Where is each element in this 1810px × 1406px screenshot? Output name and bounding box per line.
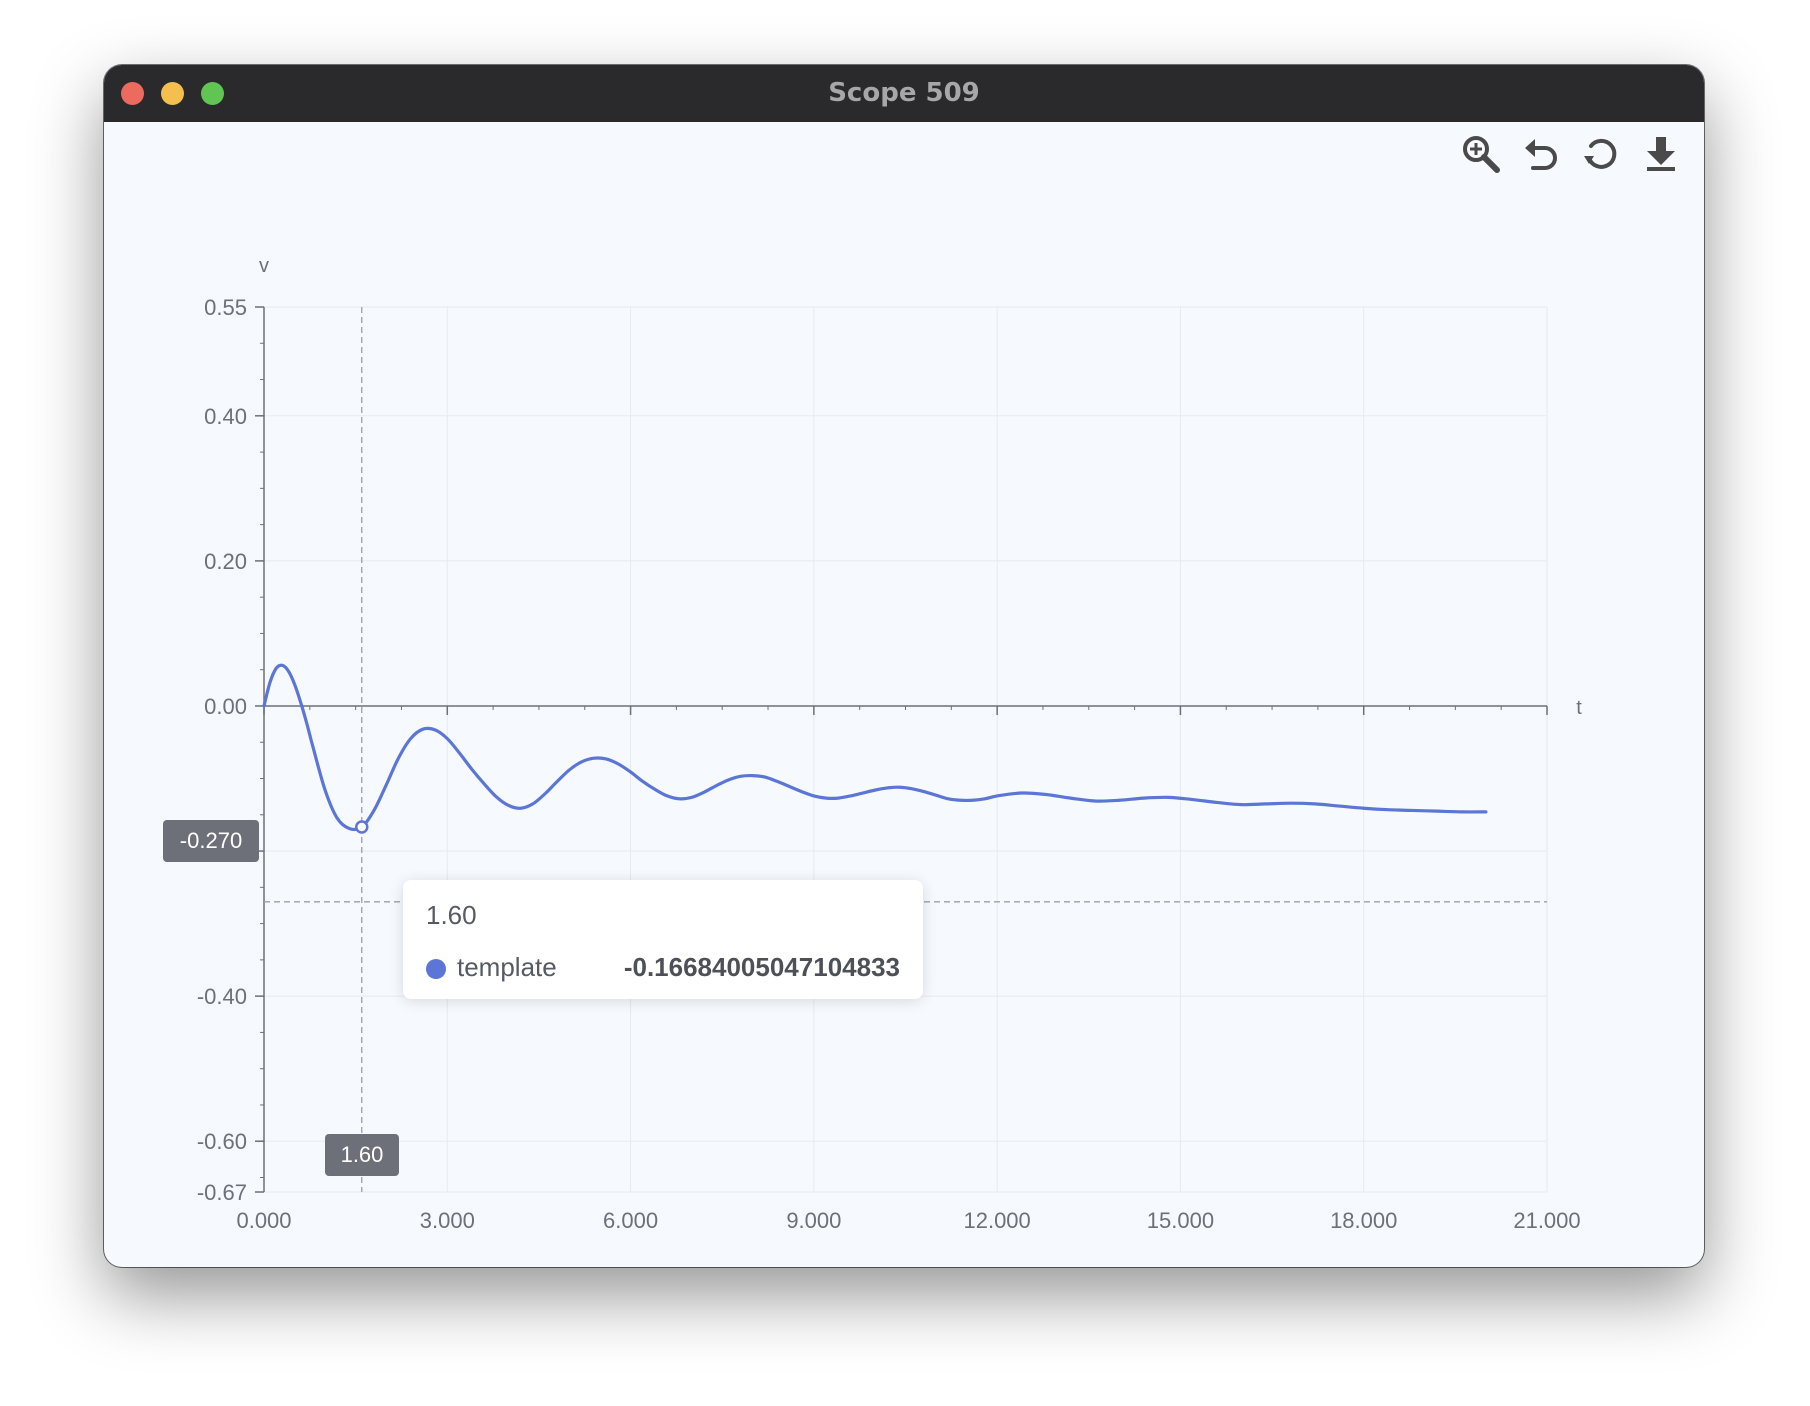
x-axis-name: t [1576,697,1582,719]
zoom-in-icon [1463,136,1500,173]
y-tick-label: -0.40 [197,984,247,1009]
close-button[interactable] [121,82,144,105]
y-tick-label: -0.60 [197,1129,247,1154]
undo-icon [1525,139,1557,170]
y-tick-label: 0.20 [204,549,247,574]
download-button[interactable] [1640,133,1682,175]
x-tick-label: 21.000 [1513,1208,1580,1233]
chart-toolbox [1460,133,1682,177]
x-tick-label: 18.000 [1330,1208,1397,1233]
title-bar: Scope 509 [104,65,1704,122]
highlight-point [355,820,369,834]
zoom-in-button[interactable] [1460,133,1502,175]
undo-button[interactable] [1520,133,1562,175]
x-tick-label: 0.000 [236,1208,291,1233]
tooltip-series-name: template [457,952,557,982]
app-window: Scope 509 [104,65,1704,1267]
x-tick-label: 12.000 [963,1208,1030,1233]
zoom-window-button[interactable] [201,82,224,105]
window-title: Scope 509 [828,78,980,108]
restore-button[interactable] [1580,133,1622,175]
x-crosshair-label: 1.60 [325,1134,399,1176]
series-marker-icon [426,959,446,979]
download-icon [1647,137,1675,171]
x-tick-label: 9.000 [786,1208,841,1233]
y-tick-label: -0.67 [197,1180,247,1205]
minimize-button[interactable] [161,82,184,105]
tooltip-value: -0.16684005047104833 [623,952,900,982]
x-tick-label: 6.000 [603,1208,658,1233]
y-tick-label: 0.00 [204,694,247,719]
tooltip-title: 1.60 [426,900,477,930]
restore-icon [1584,138,1617,169]
x-tick-label: 3.000 [420,1208,475,1233]
y-tick-label: 0.55 [204,295,247,320]
chart-tooltip: 1.60 template -0.16684005047104833 [403,880,923,999]
line-chart[interactable]: 0.550.400.200.00-0.20-0.40-0.60-0.670.00… [104,122,1704,1267]
y-crosshair-label: -0.270 [163,820,259,862]
y-axis-name: v [259,255,269,277]
y-tick-label: 0.40 [204,404,247,429]
series-line-template [262,663,1488,832]
x-tick-label: 15.000 [1147,1208,1214,1233]
